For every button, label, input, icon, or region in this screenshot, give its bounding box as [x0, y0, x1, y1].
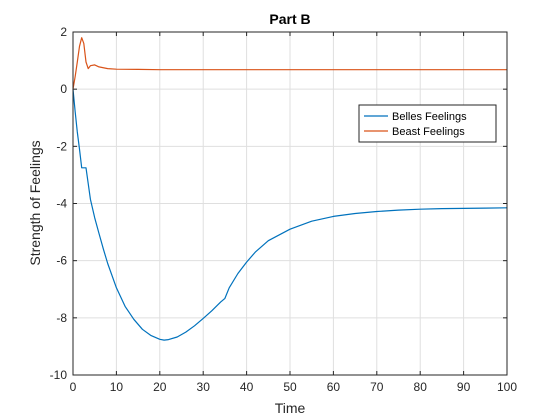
x-axis-label: Time	[275, 400, 306, 416]
legend-box	[358, 104, 497, 143]
x-tick-label: 100	[497, 380, 517, 394]
x-tick-label: 50	[283, 380, 297, 394]
y-tick-label: -6	[56, 254, 67, 268]
legend-label-1: Belles Feelings	[392, 111, 467, 123]
x-tick-label: 60	[327, 380, 341, 394]
x-tick-label: 70	[370, 380, 384, 394]
y-tick-label: -8	[56, 311, 67, 325]
ticks	[72, 31, 508, 376]
series-line-2	[72, 37, 507, 90]
x-tick-label: 20	[153, 380, 167, 394]
y-tick-label: -2	[56, 139, 67, 153]
y-tick-label: -10	[50, 368, 68, 382]
x-tick-label: 80	[414, 380, 428, 394]
x-tick-label: 30	[197, 380, 211, 394]
x-tick-label: 0	[70, 380, 77, 394]
y-tick-label: 2	[60, 25, 67, 39]
series-lines	[72, 37, 508, 341]
y-axis-label: Strength of Feelings	[27, 140, 43, 265]
y-tick-label: -4	[56, 197, 67, 211]
tick-labels: 0 10 20 30 40 50 60 70 80 90 100 -10 -8 -6 -4 -2 0 2	[50, 25, 518, 394]
legend: Belles Feelings Beast Feelings	[358, 104, 497, 143]
chart-title: Part B	[269, 11, 310, 27]
x-tick-label: 90	[457, 380, 471, 394]
series-line-1	[72, 89, 508, 341]
legend-label-2: Beast Feelings	[392, 126, 465, 138]
x-tick-label: 10	[110, 380, 124, 394]
x-tick-label: 40	[240, 380, 254, 394]
y-tick-label: 0	[60, 82, 67, 96]
